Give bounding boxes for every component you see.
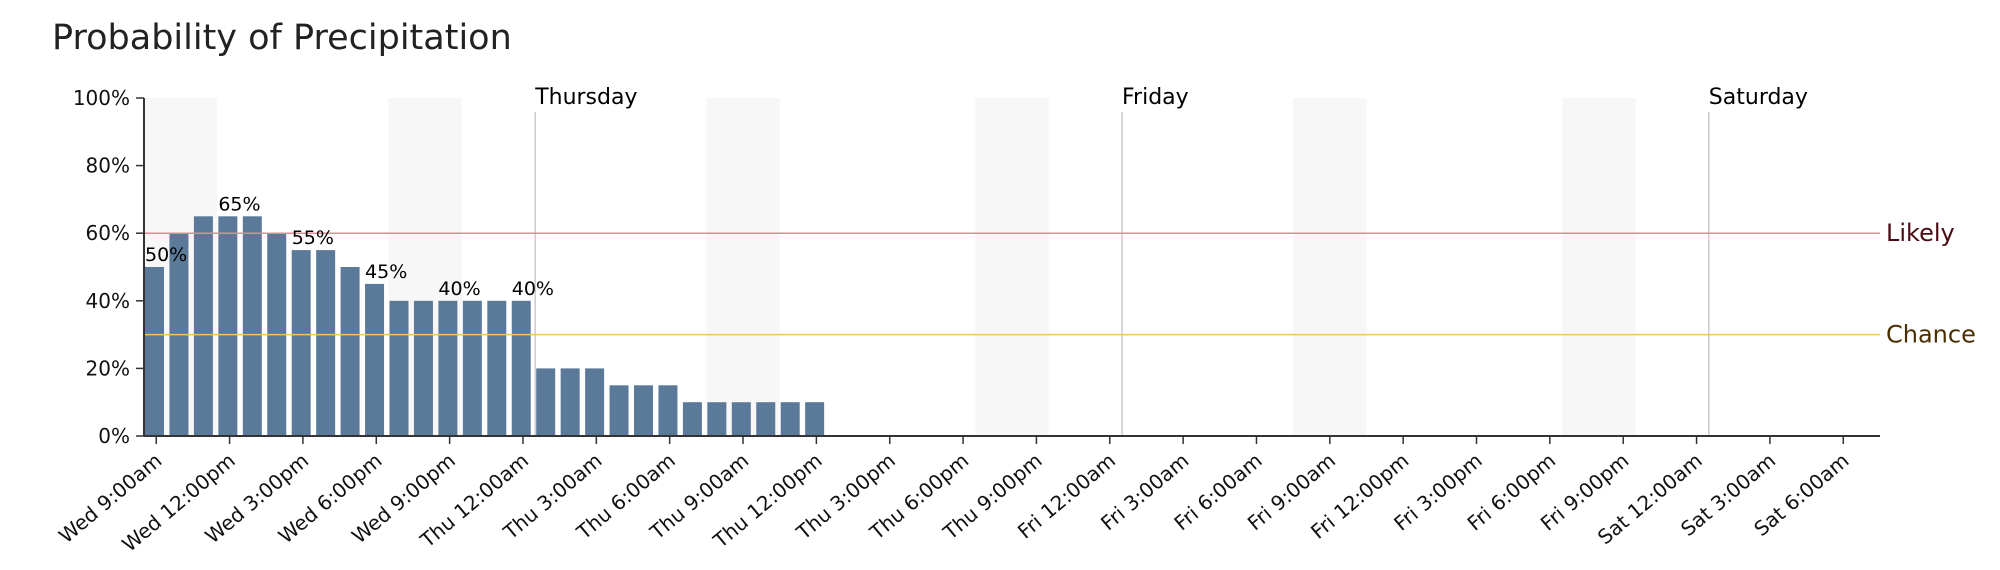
night-bands: [144, 98, 1880, 436]
bar: [707, 402, 727, 436]
day-label-thursday: Thursday: [534, 85, 637, 110]
data-label: 50%: [145, 244, 187, 266]
night-band: [1562, 98, 1636, 436]
night-band: [975, 98, 1049, 436]
bar: [682, 402, 702, 436]
y-tick-label: 60%: [86, 221, 130, 245]
bar: [756, 402, 776, 436]
night-band: [1293, 98, 1367, 436]
night-band: [706, 98, 780, 436]
bar: [487, 300, 507, 436]
bar: [242, 216, 262, 436]
bar: [780, 402, 800, 436]
threshold-lines: [144, 232, 1880, 336]
data-label: 40%: [438, 278, 480, 300]
data-label: 55%: [292, 227, 334, 249]
bar: [560, 368, 580, 436]
day-marker-lines: [534, 112, 1710, 436]
bar: [511, 300, 531, 436]
bar: [145, 267, 164, 436]
y-tick-label: 0%: [98, 424, 130, 448]
day-label-saturday: Saturday: [1709, 85, 1808, 110]
bar: [291, 250, 311, 436]
bar: [634, 385, 653, 436]
bar: [218, 216, 238, 436]
bar: [731, 402, 751, 436]
y-tick-label: 40%: [86, 289, 130, 313]
bar: [536, 368, 556, 436]
chart-title: Probability of Precipitation: [52, 18, 512, 58]
threshold-label-likely: Likely: [1886, 219, 1955, 247]
y-tick-label: 80%: [86, 154, 130, 178]
bar: [365, 283, 385, 436]
threshold-label-chance: Chance: [1886, 321, 1976, 349]
bar: [193, 216, 213, 436]
data-label: 45%: [365, 261, 407, 283]
data-label: 40%: [512, 278, 554, 300]
bar: [413, 300, 433, 436]
bar: [438, 300, 458, 436]
bar: [585, 368, 605, 436]
data-label: 65%: [218, 193, 260, 215]
y-tick-label: 20%: [86, 356, 130, 380]
y-tick-label: 100%: [73, 86, 130, 110]
bar: [462, 300, 482, 436]
bar: [316, 250, 336, 436]
bar: [805, 402, 825, 436]
bar: [658, 385, 678, 436]
bar: [609, 385, 629, 436]
bar: [389, 300, 409, 436]
axes: [136, 97, 1880, 444]
bar: [340, 267, 360, 436]
day-label-friday: Friday: [1122, 85, 1189, 110]
